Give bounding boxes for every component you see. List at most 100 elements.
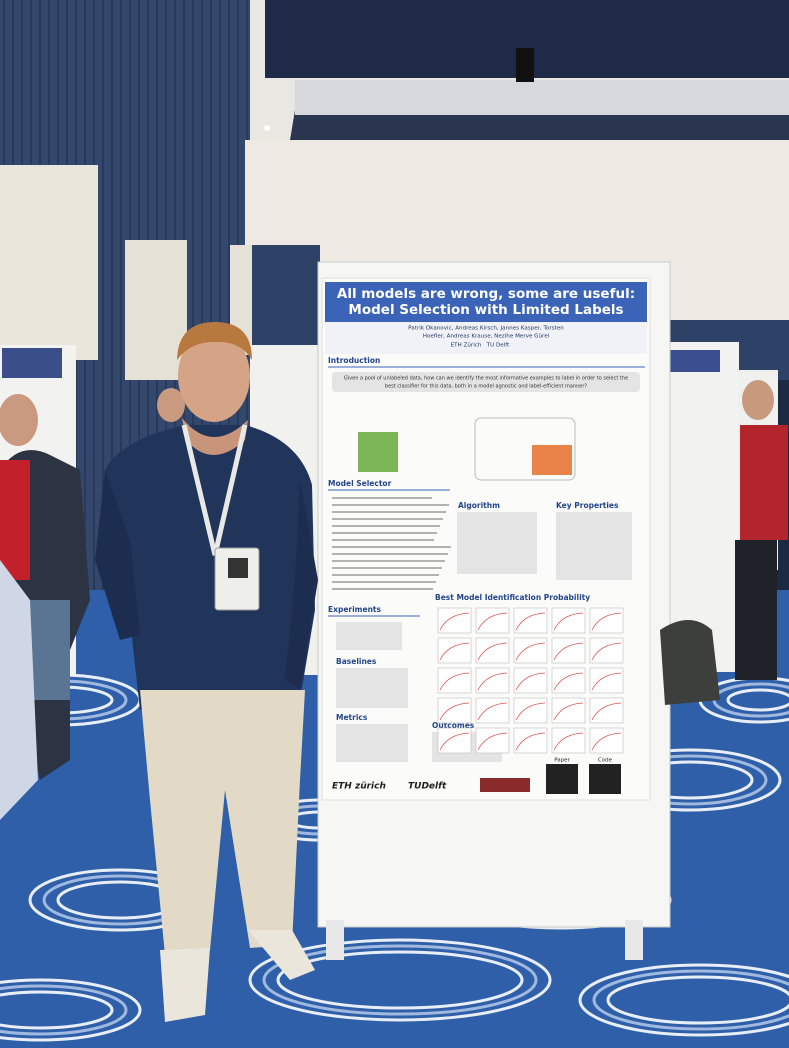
mini-plot-curve	[591, 702, 622, 721]
carpet-swirl	[0, 978, 142, 1042]
mini-plot-curve	[477, 672, 508, 691]
person-shoe	[248, 930, 315, 980]
mini-plot-curve	[515, 612, 546, 631]
mini-plot	[475, 697, 510, 724]
section-heading: Introduction	[328, 356, 380, 365]
mini-plot-curve	[591, 672, 622, 691]
wall-segment	[250, 245, 320, 355]
person-right-pants	[735, 540, 777, 680]
poster-text-block	[332, 497, 451, 590]
board-leg	[625, 920, 643, 960]
mini-plot	[551, 697, 586, 724]
mini-plot	[475, 727, 510, 754]
algorithm-box	[457, 512, 537, 574]
person-shirt	[105, 425, 315, 710]
poster-authors: Hoefler, Andreas Krause, Nezihe Merve Gü…	[423, 334, 550, 340]
mini-plot-curve	[515, 702, 546, 721]
person-trousers	[140, 690, 305, 955]
mini-plot	[551, 667, 586, 694]
carpet-swirl	[276, 950, 524, 1010]
section-heading: Model Selector	[328, 479, 392, 488]
question-box	[332, 372, 640, 392]
section-heading: Algorithm	[458, 501, 500, 510]
poster-affiliation: TU Delft	[486, 343, 510, 349]
mini-plot	[551, 607, 586, 634]
mini-plot	[437, 727, 472, 754]
metrics-box	[336, 724, 408, 762]
mini-plot-curve	[591, 612, 622, 631]
carpet-swirl	[606, 975, 789, 1025]
person-right-head	[742, 380, 774, 420]
mini-plot-curve	[477, 612, 508, 631]
mini-plot	[475, 637, 510, 664]
section-heading: Baselines	[336, 657, 377, 666]
mini-plot	[437, 667, 472, 694]
section-heading: Metrics	[336, 713, 368, 722]
mini-plot	[475, 607, 510, 634]
carpet-swirl	[578, 963, 789, 1037]
person-left-head	[0, 394, 38, 446]
mini-plot-curve	[439, 672, 470, 691]
mini-plot-curve	[553, 672, 584, 691]
carpet-swirl	[0, 990, 114, 1030]
wall-panel-light	[125, 240, 187, 380]
mini-plot	[513, 607, 548, 634]
wall-panel-light	[0, 165, 98, 360]
carpet-swirl	[262, 944, 538, 1016]
person-shoe	[160, 948, 210, 1022]
author-band	[325, 322, 647, 354]
experiments-box	[336, 622, 402, 650]
mini-plot	[589, 727, 624, 754]
badge-qr	[228, 558, 248, 578]
person-edge	[0, 560, 38, 820]
name-badge	[214, 547, 260, 611]
logo: TUDelft	[408, 782, 447, 792]
mini-plot-curve	[439, 702, 470, 721]
person-arm	[95, 470, 140, 640]
mini-plot	[513, 637, 548, 664]
mini-plot	[551, 637, 586, 664]
person-face	[178, 330, 250, 422]
mini-plot-curve	[515, 672, 546, 691]
logo-mark	[480, 778, 530, 792]
diagram-box	[358, 432, 398, 472]
mini-plot	[513, 667, 548, 694]
mini-plot	[589, 667, 624, 694]
qr-code	[589, 764, 621, 794]
mini-plot	[589, 697, 624, 724]
logo: ETH zürich	[332, 782, 386, 792]
poster-authors: Patrik Okanovic, Andreas Kirsch, Jannes …	[408, 326, 564, 332]
baselines-box	[336, 668, 408, 708]
backpack	[660, 620, 720, 705]
ceiling-vent	[295, 80, 789, 115]
diagram-box	[532, 445, 572, 475]
mini-plot-curve	[515, 732, 546, 751]
mini-plot-curve	[591, 732, 622, 751]
mini-plot	[589, 637, 624, 664]
poster-title: Model Selection with Limited Labels	[348, 302, 623, 318]
diagram-box	[474, 417, 576, 481]
mini-plot-curve	[439, 612, 470, 631]
board-leg	[326, 920, 344, 960]
carpet-swirl	[0, 984, 128, 1036]
intro-question: best classifier for this data, both in a…	[385, 384, 588, 390]
figure-title: Best Model Identification Probability	[435, 593, 590, 602]
person-right-shirt	[740, 425, 788, 540]
mini-plot-curve	[439, 732, 470, 751]
section-heading: Key Properties	[556, 501, 619, 510]
mini-plot-curve	[553, 732, 584, 751]
speaker	[516, 48, 534, 82]
poster-affiliation: ETH Zürich	[451, 343, 482, 349]
mini-plot	[513, 727, 548, 754]
mini-plot-curve	[553, 642, 584, 661]
properties-box	[556, 512, 632, 580]
mini-plot-curve	[477, 702, 508, 721]
mini-plot	[437, 697, 472, 724]
poster-title: All models are wrong, some are useful:	[337, 286, 635, 302]
side-poster-header	[2, 348, 62, 378]
mini-plot-curve	[477, 732, 508, 751]
mini-plot-curve	[553, 702, 584, 721]
person-neck	[182, 418, 248, 455]
mini-plot	[589, 607, 624, 634]
section-heading: Experiments	[328, 605, 382, 614]
